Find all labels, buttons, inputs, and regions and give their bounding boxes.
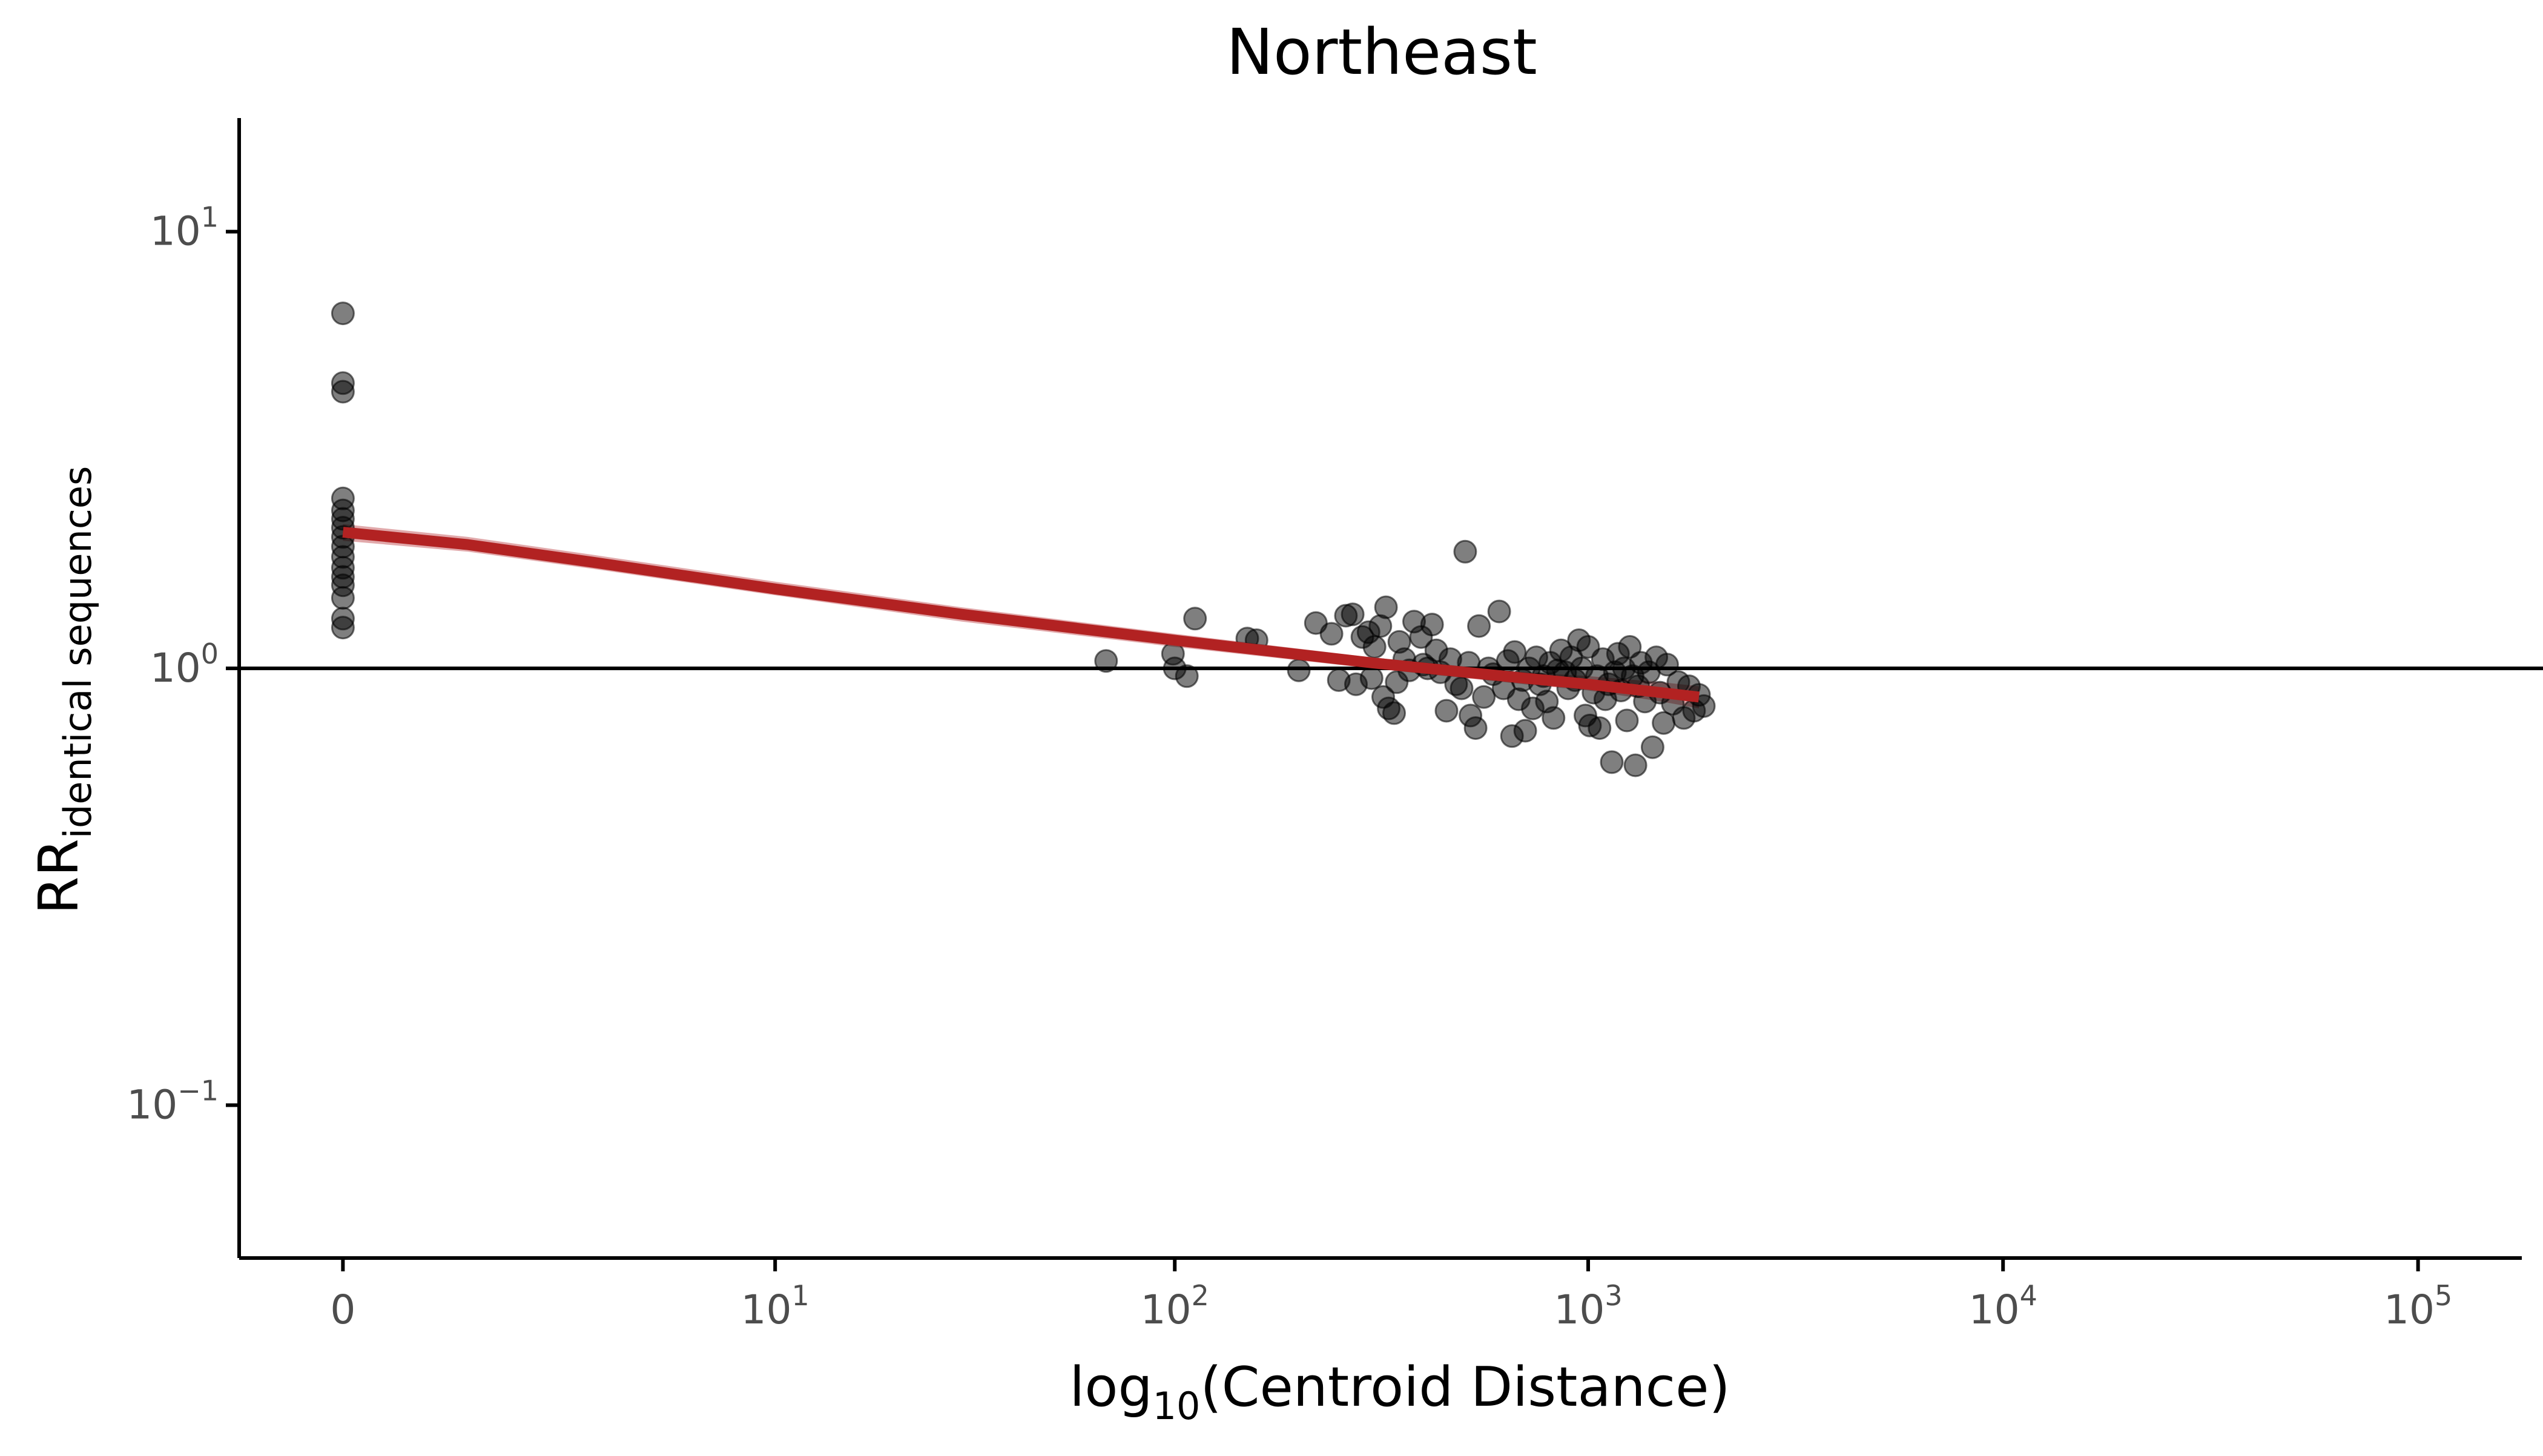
data-point (331, 616, 355, 640)
x-tick-label: 0 (330, 1286, 355, 1333)
x-tick-label: 104 (1969, 1279, 2037, 1333)
y-tick-label: 100 (150, 637, 219, 691)
data-point (1503, 640, 1527, 664)
x-axis-title-rest: (Centroid Distance) (1200, 1356, 1730, 1419)
x-tick-label: 103 (1554, 1279, 1622, 1333)
data-point (1513, 719, 1537, 743)
data-point (1319, 622, 1344, 646)
y-axis-title-subscript: identical sequences (56, 466, 100, 839)
x-axis-title: log10(Centroid Distance) (1069, 1356, 1730, 1428)
data-point (1453, 539, 1477, 564)
data-point (1434, 699, 1459, 723)
data-point (331, 586, 355, 610)
y-axis-title: RRidentical sequences (27, 466, 100, 915)
data-point (1287, 658, 1311, 682)
data-point (1374, 595, 1398, 619)
x-tick-label: 101 (741, 1279, 810, 1333)
data-point (331, 301, 355, 326)
data-point (1467, 614, 1491, 638)
data-point (1655, 653, 1679, 677)
x-axis-title-subscript: 10 (1153, 1384, 1201, 1428)
x-axis-ticks: 0 101 102 103 104 105 (330, 1258, 2452, 1333)
data-point (1623, 753, 1648, 777)
data-point (1615, 708, 1639, 733)
fit-line (342, 527, 1700, 703)
data-point (1175, 664, 1199, 688)
data-point (1420, 613, 1444, 637)
data-point (1463, 716, 1488, 740)
y-tick-label: 10−1 (127, 1074, 219, 1128)
data-point (1600, 750, 1624, 774)
data-point (1487, 599, 1511, 624)
data-point (1472, 685, 1496, 709)
data-point (1359, 666, 1384, 690)
data-point (1618, 635, 1642, 659)
data-point (1341, 602, 1365, 627)
data-point (1542, 706, 1566, 730)
data-point (1382, 701, 1406, 725)
data-point (331, 380, 355, 404)
data-point (1094, 649, 1118, 673)
fit-line-group (342, 527, 1700, 703)
y-axis-title-main: RR (27, 838, 91, 914)
y-tick-label: 101 (150, 201, 219, 255)
x-tick-label: 102 (1141, 1279, 1209, 1333)
x-axis-title-main: log (1069, 1356, 1152, 1419)
x-tick-label: 105 (2384, 1279, 2452, 1333)
y-axis-ticks: 101 100 10−1 (127, 201, 239, 1128)
data-point (1183, 607, 1207, 631)
data-point (1588, 716, 1612, 740)
data-point (1362, 635, 1387, 659)
chart-title: Northeast (1226, 15, 1537, 89)
data-point (1640, 735, 1664, 759)
data-point (1450, 676, 1474, 700)
points-group (331, 301, 1716, 777)
